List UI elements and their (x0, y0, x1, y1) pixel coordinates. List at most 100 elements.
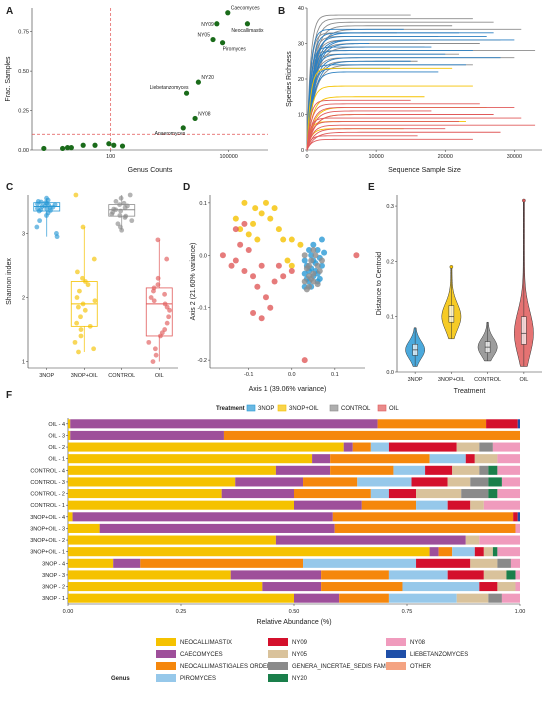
e-xtick-label: 3NOP (408, 377, 423, 383)
d-point-3nop-oil (275, 226, 282, 233)
a-point-label: Neocallimastix (231, 28, 264, 34)
f-bar-segment (483, 547, 493, 557)
d-point-control (314, 281, 321, 288)
genus-legend-key (268, 638, 288, 646)
b-curve-control (306, 14, 411, 151)
f-bar-segment (388, 570, 448, 580)
treatment-legend-label: 3NOP+OIL (289, 406, 319, 412)
a-point (183, 90, 190, 96)
f-bar-segment (461, 489, 489, 499)
c-point (153, 352, 159, 358)
f-bar-segment (456, 442, 480, 452)
f-bar-segment (275, 465, 331, 475)
f-bar-segment (332, 512, 514, 522)
c-point (117, 213, 123, 218)
f-category-label: 3NOP - 2 (42, 585, 65, 591)
treatment-legend-key (246, 404, 256, 412)
f-bar-segment (447, 570, 484, 580)
f-bar-segment (70, 430, 224, 440)
treatment-legend: Treatment 3NOP 3NOP+OIL CONTROL OIL (216, 404, 399, 412)
d-point-3nop-oil (252, 205, 259, 212)
c-point (91, 346, 97, 352)
a-point-label: Liebetanzomyces (150, 85, 189, 91)
a-point-label: NY05 (197, 33, 210, 39)
d-point-oil (250, 273, 257, 280)
genus-legend-key (386, 662, 406, 670)
b-curve-3nop (306, 50, 473, 151)
f-bar-segment (416, 558, 471, 568)
f-category-label: CONTROL - 3 (30, 480, 65, 486)
e-xtick-label: OIL (519, 377, 528, 383)
f-bar-segment (483, 570, 507, 580)
f-xtick-label: 0.75 (402, 609, 413, 615)
f-bar-segment (334, 523, 516, 533)
b-curve-oil (306, 121, 460, 151)
d-point-3nop-oil (245, 231, 252, 238)
f-category-label: OIL - 4 (48, 422, 65, 428)
a-point (92, 142, 98, 148)
panel-letter-b: B (278, 6, 285, 17)
genus-legend: Genus NEOCALLIMASTIX CAECOMYCES NEOCALLIMAS… (111, 638, 468, 682)
d-point-3nop-oil (254, 236, 261, 243)
f-bar-segment (357, 477, 412, 487)
f-bar-segment (447, 477, 471, 487)
panel-f-stacked-bars: 0.00 0.25 0.50 0.75 1.00 OIL - 4 OIL - 3 OIL - … (30, 418, 525, 626)
a-point (192, 115, 198, 122)
a-point (180, 125, 186, 131)
f-bar-segment (262, 582, 322, 592)
d-point-control (316, 268, 323, 275)
c-point (78, 327, 84, 332)
f-bar-segment (515, 570, 520, 580)
b-curve-oil (306, 117, 522, 151)
b-curve-oil (306, 106, 515, 151)
b-curve-oil (306, 135, 418, 151)
c-point (78, 333, 84, 339)
f-bar-segment (113, 558, 141, 568)
d-point-3nop-oil (267, 215, 274, 222)
d-point-oil (280, 273, 287, 280)
panel-c-boxplot: 1 2 3 3NOP 3NOP+OIL CONTROL OIL Shannon index (6, 192, 178, 379)
d-point-3nop (301, 257, 308, 264)
f-xtick-label: 0.25 (176, 609, 187, 615)
f-bar-segment (483, 500, 520, 510)
b-curve-oil (306, 114, 494, 151)
e-ytick-label: 0.3 (386, 204, 394, 210)
f-xtick-label: 0.00 (63, 609, 74, 615)
d-point-3nop-oil (250, 220, 257, 227)
d-point-oil (258, 315, 265, 322)
f-bar-segment (275, 535, 466, 545)
e-inner-box (521, 316, 527, 345)
c-xtick-label: CONTROL (108, 373, 135, 379)
d-point-control (308, 257, 315, 264)
c-point (121, 200, 127, 206)
d-point-oil (245, 247, 252, 254)
f-bar-segment (497, 489, 520, 499)
f-category-label: CONTROL - 1 (30, 503, 65, 509)
c-point (87, 323, 93, 329)
f-bar-segment (470, 477, 489, 487)
f-bar-segment (294, 500, 362, 510)
f-category-label: 3NOP+OIL - 4 (30, 515, 65, 521)
panel-d-ordination: -0.1 0.0 0.1 -0.2 -0.1 0.0 0.1 Axis 1 (39.06% v… (190, 195, 365, 393)
c-point (166, 314, 172, 320)
b-curve-3nop (306, 39, 418, 151)
f-bar-segment (488, 593, 502, 603)
f-bar-segment (230, 570, 322, 580)
f-bar-segment (517, 512, 520, 522)
treatment-legend-title: Treatment (216, 406, 245, 412)
b-xtick-label: 30000 (507, 154, 522, 160)
b-curve-3nop (306, 35, 487, 151)
f-bar-segment (501, 593, 520, 603)
f-bar-segment (361, 500, 417, 510)
f-bar-segment (438, 547, 453, 557)
b-curve-3nop (306, 32, 494, 151)
b-curve-3nop (306, 39, 515, 151)
d-ytick-label: -0.2 (198, 358, 207, 364)
a-xtick-label: 100000 (219, 154, 237, 160)
d-xtick-label: 0.0 (288, 372, 296, 378)
c-point (77, 288, 82, 294)
a-point-label: Caecomyces (231, 6, 260, 12)
c-point (72, 339, 78, 345)
c-point (54, 234, 60, 240)
d-point-3nop (301, 270, 308, 277)
